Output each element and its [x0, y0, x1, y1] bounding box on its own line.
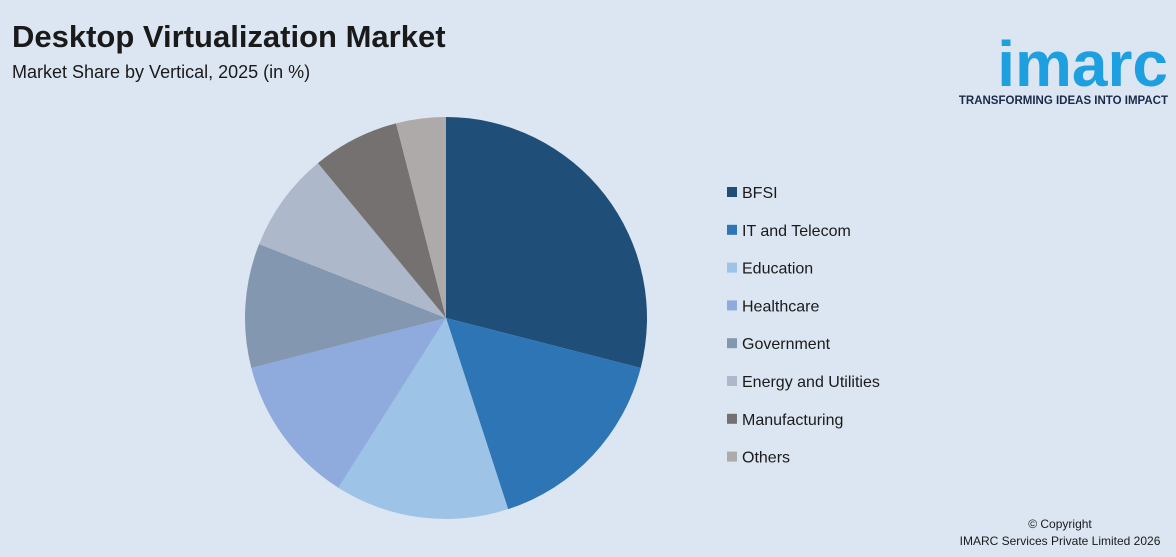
pie-slice — [446, 318, 641, 510]
legend-label: Manufacturing — [742, 412, 843, 429]
legend-swatch — [727, 187, 737, 197]
chart-subtitle: Market Share by Vertical, 2025 (in %) — [12, 62, 310, 82]
legend-swatch — [727, 376, 737, 386]
pie-slice — [396, 117, 446, 318]
legend-swatch — [727, 413, 737, 424]
legend-label: Others — [742, 450, 790, 467]
pie-slice — [338, 318, 509, 519]
chart-title: Desktop Virtualization Market — [12, 19, 446, 54]
pie-slice — [446, 117, 647, 368]
legend-label: Education — [742, 261, 813, 278]
legend-label: BFSI — [742, 185, 778, 202]
legend-label: Healthcare — [742, 298, 819, 315]
legend-label: Government — [742, 336, 831, 353]
legend-swatch — [727, 338, 737, 349]
pie-slice — [259, 163, 446, 318]
legend-swatch — [727, 300, 737, 311]
company: IMARC Services Private Limited 2026 — [960, 534, 1161, 548]
logo-tagline: TRANSFORMING IDEAS INTO IMPACT — [959, 95, 1168, 107]
legend-label: IT and Telecom — [742, 223, 851, 240]
pie-slice — [245, 244, 446, 368]
legend-label: Energy and Utilities — [742, 374, 880, 391]
pie-slice — [251, 318, 446, 488]
legend-swatch — [727, 262, 737, 273]
copyright: © Copyright — [1028, 517, 1092, 531]
legend-swatch — [727, 224, 737, 235]
legend-swatch — [727, 451, 737, 462]
logo-name: imarc — [997, 28, 1168, 100]
pie-slice — [317, 123, 446, 318]
